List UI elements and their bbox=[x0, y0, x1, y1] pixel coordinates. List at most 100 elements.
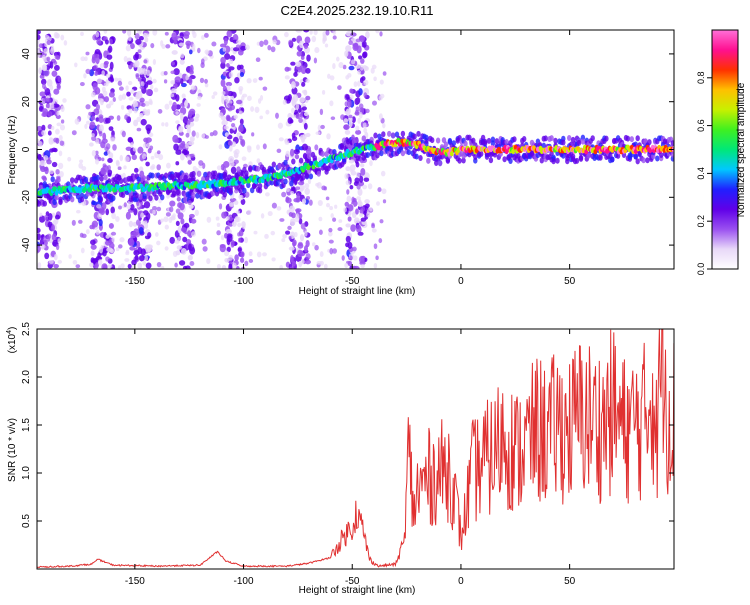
spectrogram-y-tick-label: 40 bbox=[21, 48, 32, 60]
heatmap-cell bbox=[290, 255, 294, 263]
heatmap-cell bbox=[176, 196, 181, 202]
heatmap-cell bbox=[412, 133, 417, 140]
heatmap-cell bbox=[228, 263, 233, 269]
heatmap-cell bbox=[140, 81, 145, 87]
heatmap-cell bbox=[264, 192, 270, 197]
heatmap-cell bbox=[145, 69, 151, 76]
heatmap-cell bbox=[225, 81, 233, 87]
heatmap-cell bbox=[178, 42, 185, 47]
heatmap-cell bbox=[242, 187, 247, 194]
heatmap-cell bbox=[96, 78, 102, 84]
heatmap-cell bbox=[580, 138, 586, 145]
heatmap-cell bbox=[187, 177, 192, 184]
heatmap-cell bbox=[37, 154, 42, 161]
snr-panel: -150 -100 -50 0 50 0.5 1.0 1.5 2.0 2.5 Height of … bbox=[6, 322, 675, 596]
heatmap-cell bbox=[60, 119, 65, 124]
heatmap-cell bbox=[369, 207, 373, 212]
heatmap-cell bbox=[136, 116, 141, 123]
heatmap-cell bbox=[670, 151, 674, 158]
heatmap-cell bbox=[295, 213, 300, 219]
heatmap-cell bbox=[212, 170, 218, 177]
heatmap-cell bbox=[283, 178, 288, 185]
heatmap-cell bbox=[353, 137, 359, 143]
heatmap-cell bbox=[140, 118, 147, 126]
heatmap-cell bbox=[55, 128, 60, 135]
heatmap-cell bbox=[299, 234, 305, 242]
heatmap-cell bbox=[152, 78, 157, 84]
heatmap-cell bbox=[139, 112, 144, 118]
heatmap-cell bbox=[85, 104, 91, 110]
heatmap-cell bbox=[363, 79, 369, 86]
heatmap-cell bbox=[504, 139, 509, 145]
heatmap-cell bbox=[201, 238, 207, 245]
heatmap-cell bbox=[177, 236, 182, 241]
heatmap-cell bbox=[360, 168, 366, 176]
heatmap-cell bbox=[135, 219, 141, 226]
heatmap-cell bbox=[118, 205, 122, 210]
heatmap-cell bbox=[434, 160, 439, 166]
heatmap-cell bbox=[292, 239, 297, 247]
heatmap-cell bbox=[541, 142, 546, 149]
heatmap-cell bbox=[300, 174, 306, 181]
heatmap-cell bbox=[48, 259, 54, 264]
heatmap-cell bbox=[97, 191, 102, 198]
heatmap-cell bbox=[71, 130, 77, 136]
heatmap-cell bbox=[334, 204, 338, 209]
heatmap-cell bbox=[160, 218, 164, 223]
heatmap-cell bbox=[553, 137, 558, 144]
heatmap-cell bbox=[235, 216, 241, 223]
heatmap-cell bbox=[133, 107, 138, 114]
heatmap-cell bbox=[128, 137, 134, 143]
heatmap-cell bbox=[206, 216, 212, 223]
heatmap-cell bbox=[230, 46, 234, 52]
heatmap-cell bbox=[237, 232, 241, 237]
heatmap-cell bbox=[313, 30, 318, 36]
heatmap-cell bbox=[83, 176, 89, 183]
heatmap-cell bbox=[360, 58, 365, 64]
heatmap-cell bbox=[303, 122, 308, 130]
heatmap-cell bbox=[171, 61, 175, 66]
heatmap-cell bbox=[191, 175, 196, 182]
heatmap-cell bbox=[258, 76, 263, 81]
heatmap-cell bbox=[148, 98, 153, 105]
heatmap-cell bbox=[94, 71, 99, 76]
heatmap-cell bbox=[40, 78, 47, 85]
heatmap-cell bbox=[344, 201, 350, 207]
heatmap-cell bbox=[135, 74, 139, 80]
heatmap-cell bbox=[158, 154, 164, 161]
heatmap-cell bbox=[109, 100, 114, 106]
heatmap-cell bbox=[316, 170, 321, 177]
heatmap-cell bbox=[186, 230, 192, 237]
heatmap-cell bbox=[58, 162, 64, 170]
heatmap-cell bbox=[107, 164, 111, 171]
colorbar-tick-label-group: 0.0 bbox=[696, 263, 706, 276]
heatmap-cell bbox=[288, 235, 292, 240]
spectrogram-x-tick-label: 50 bbox=[564, 276, 576, 287]
heatmap-cell bbox=[353, 265, 360, 269]
heatmap-cell bbox=[424, 134, 429, 141]
heatmap-cell bbox=[160, 194, 165, 201]
heatmap-cell bbox=[578, 154, 584, 161]
heatmap-cell bbox=[204, 135, 209, 139]
heatmap-cell bbox=[54, 214, 61, 220]
heatmap-cell bbox=[300, 66, 307, 75]
heatmap-cell bbox=[416, 130, 421, 137]
heatmap-cell bbox=[226, 30, 233, 38]
heatmap-cell bbox=[255, 57, 261, 63]
heatmap-cell bbox=[625, 135, 631, 142]
heatmap-cell bbox=[160, 265, 165, 269]
heatmap-cell bbox=[320, 150, 325, 157]
heatmap-cell bbox=[457, 157, 462, 164]
heatmap-cell bbox=[246, 78, 252, 84]
heatmap-cell bbox=[39, 160, 46, 167]
heatmap-cell bbox=[54, 194, 59, 201]
heatmap-cell bbox=[315, 131, 321, 136]
heatmap-cell bbox=[43, 86, 48, 91]
heatmap-cell bbox=[80, 31, 84, 37]
heatmap-cell bbox=[110, 137, 116, 142]
heatmap-cell bbox=[295, 61, 302, 67]
heatmap-cell bbox=[125, 251, 130, 256]
heatmap-cell bbox=[301, 106, 307, 111]
heatmap-cell bbox=[233, 159, 239, 164]
heatmap-cell bbox=[312, 242, 316, 247]
